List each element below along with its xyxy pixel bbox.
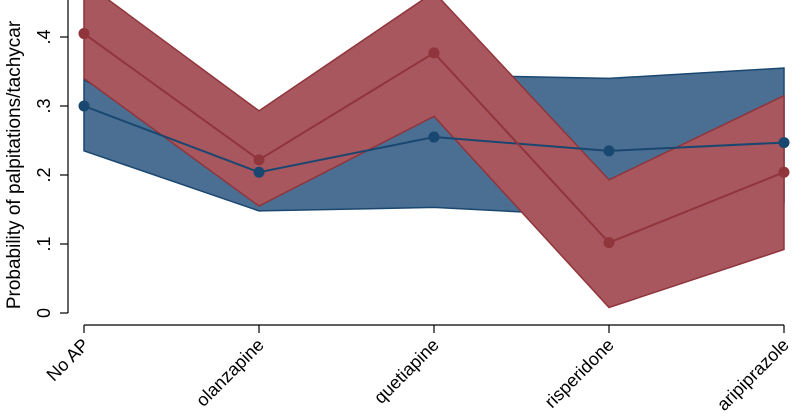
x-tick-label: No AP [43, 335, 93, 385]
ci-band-series-2 [83, 0, 785, 309]
y-axis-title: Probability of palpitations/tachycar [4, 20, 25, 309]
y-tick-label: .2 [34, 167, 54, 182]
x-tick-label: olanzapine [192, 335, 268, 411]
data-point-series-2 [778, 166, 790, 178]
data-point-series-1 [253, 166, 265, 178]
series-points [78, 28, 790, 249]
x-tick-label: quetiapine [370, 335, 443, 408]
data-point-series-2 [428, 47, 440, 59]
data-point-series-2 [253, 154, 265, 166]
data-point-series-1 [603, 145, 615, 157]
confidence-bands [83, 0, 785, 309]
data-point-series-1 [78, 100, 90, 112]
data-point-series-2 [78, 28, 90, 40]
y-tick-label: .4 [34, 29, 54, 44]
y-tick-label: .1 [34, 236, 54, 251]
x-tick-label: risperidone [541, 335, 618, 412]
x-tick-label: aripiprazole [713, 335, 793, 415]
data-point-series-1 [428, 131, 440, 143]
data-point-series-1 [778, 137, 790, 149]
y-tick-label: 0 [34, 308, 54, 318]
data-point-series-2 [603, 237, 615, 249]
y-tick-label: .3 [34, 98, 54, 113]
